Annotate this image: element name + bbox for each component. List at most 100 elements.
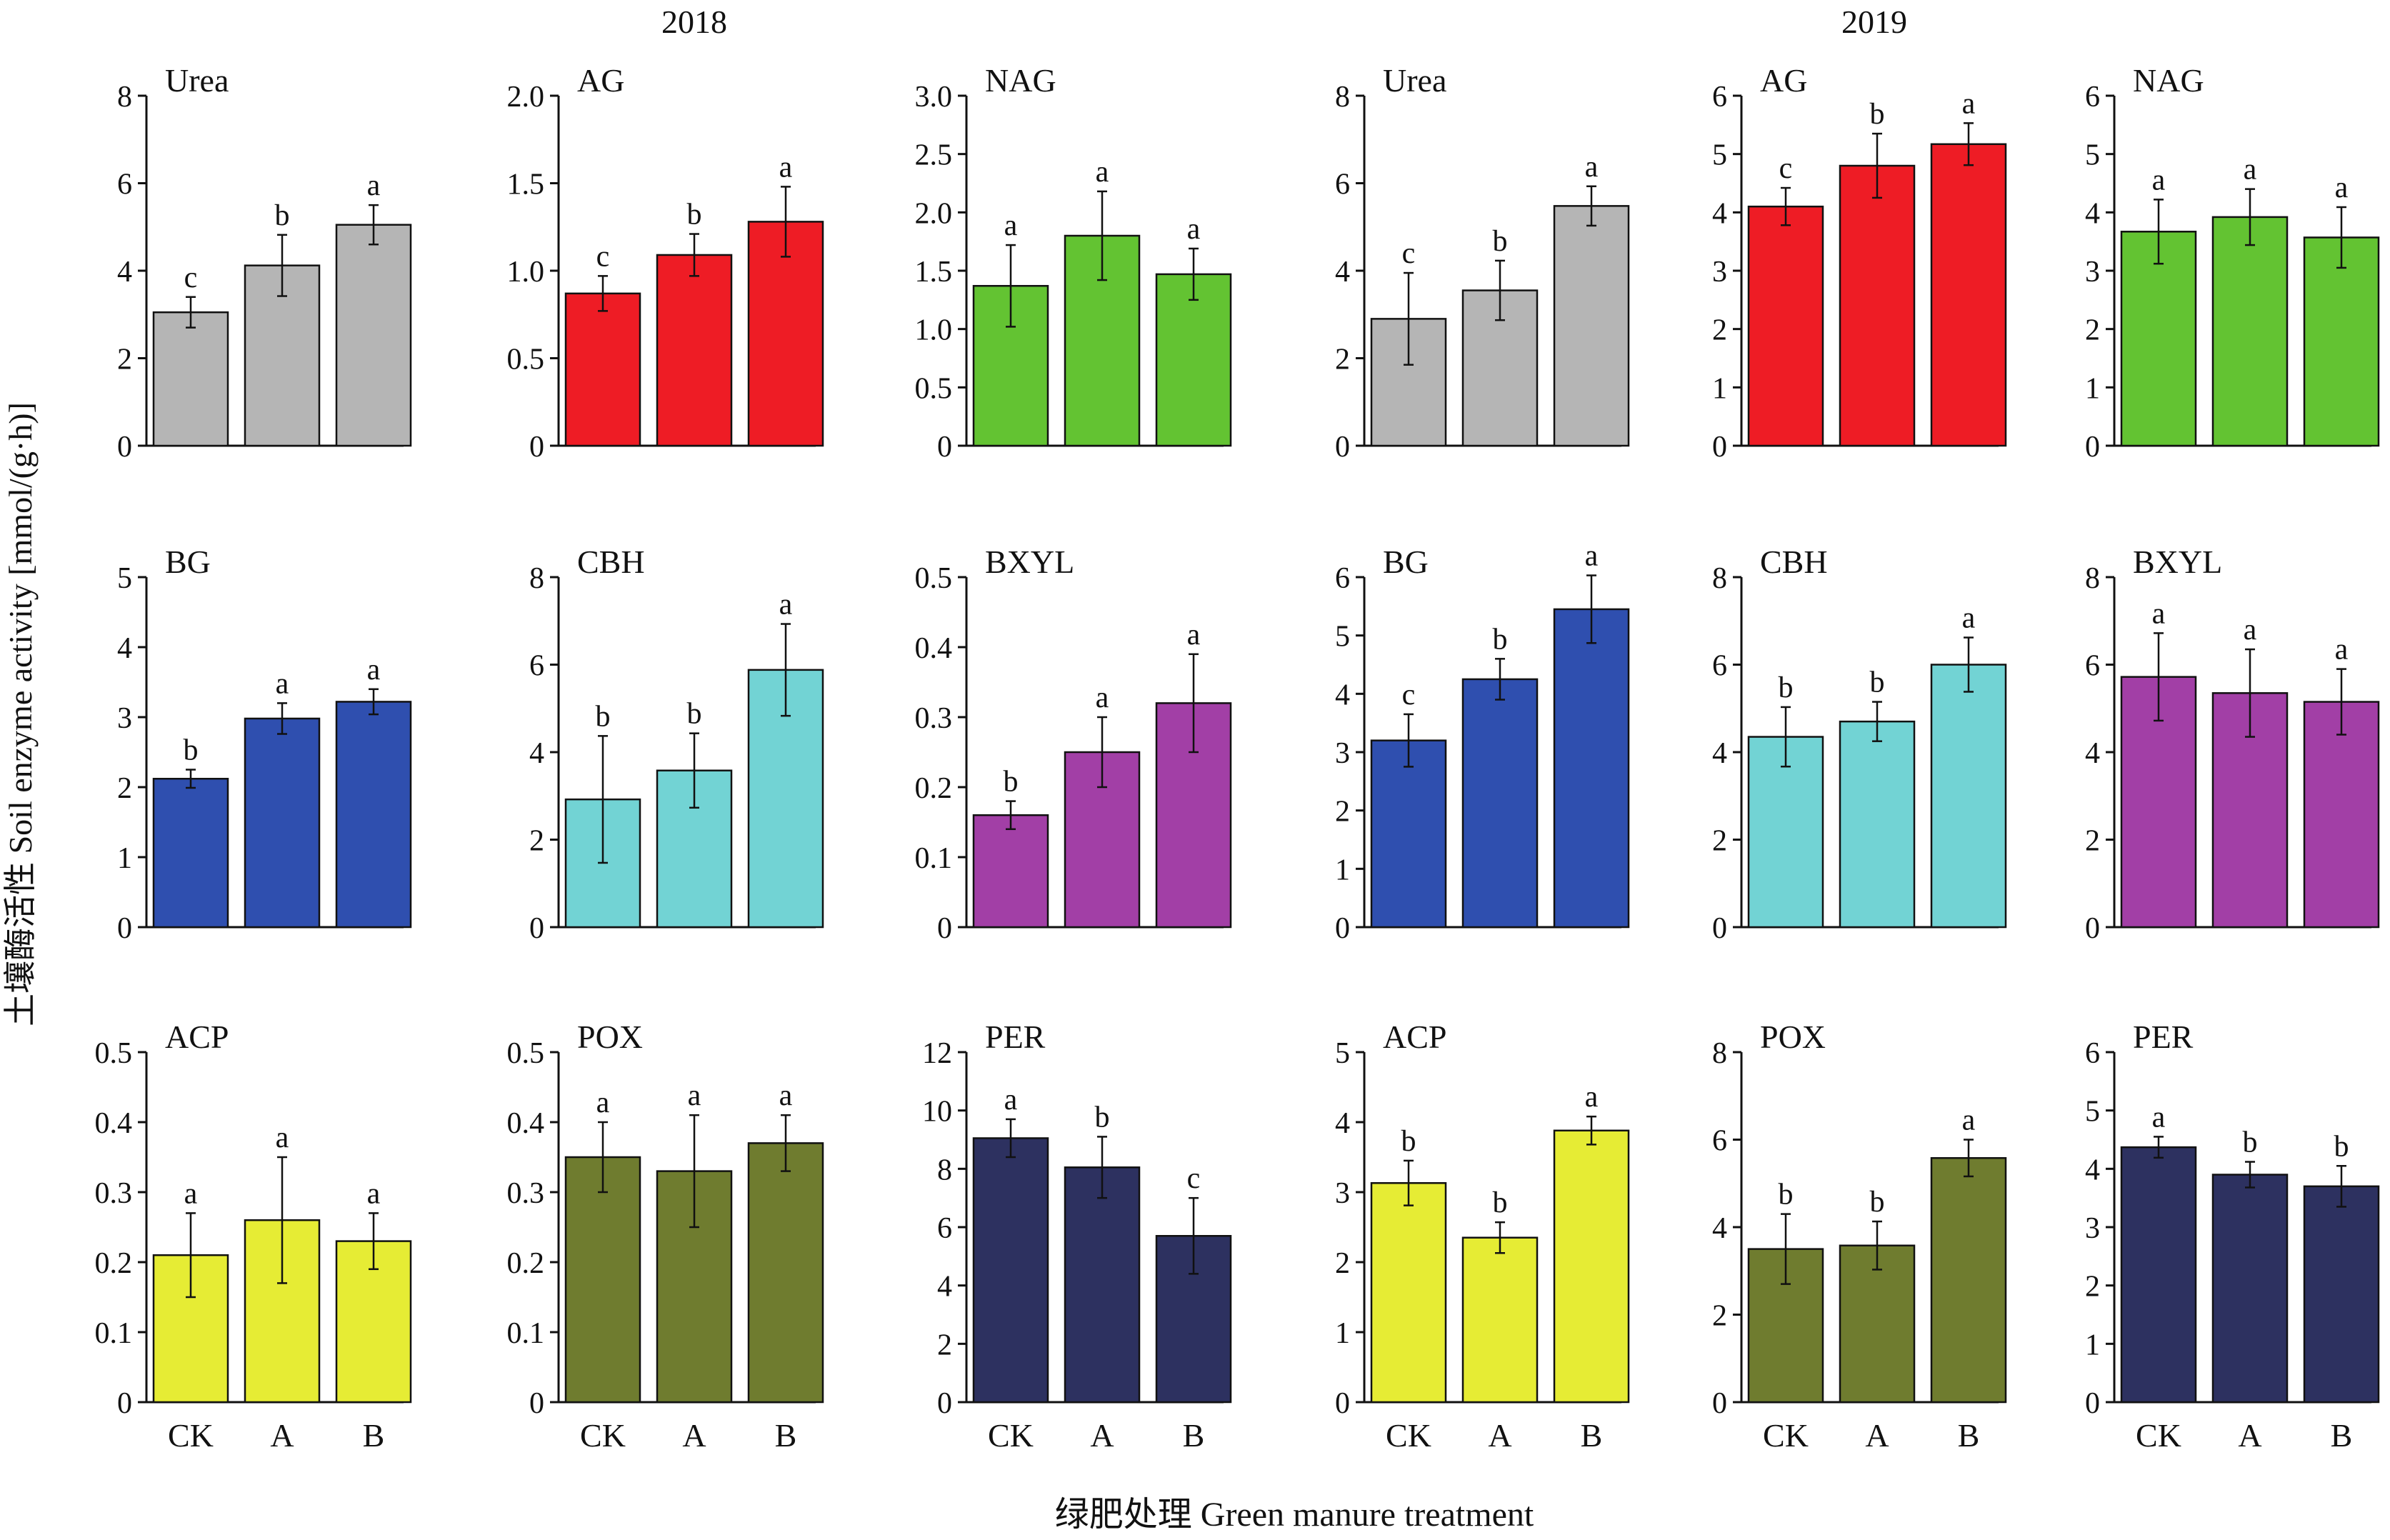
- y-tick-label: 0: [1335, 912, 1350, 945]
- y-tick-label: 8: [2085, 562, 2100, 595]
- significance-letter: a: [2244, 614, 2257, 646]
- significance-letter: b: [1493, 225, 1508, 258]
- y-tick-label: 0: [1712, 431, 1727, 464]
- category-label-ck: CK: [1763, 1417, 1809, 1454]
- y-tick-label: 6: [2085, 81, 2100, 114]
- significance-letter: a: [184, 1177, 198, 1210]
- significance-letter: a: [1004, 209, 1018, 242]
- y-tick-label: 0: [2085, 1387, 2100, 1420]
- y-tick-label: 2: [1712, 1300, 1727, 1333]
- y-tick-label: 2: [937, 1329, 952, 1361]
- panel-title: BXYL: [2133, 544, 2222, 580]
- significance-letter: b: [1779, 1179, 1794, 1211]
- y-tick-label: 0: [1712, 912, 1727, 945]
- y-tick-label: 8: [1712, 1037, 1727, 1070]
- bar-b: [335, 701, 412, 929]
- y-tick-label: 6: [2085, 1037, 2100, 1070]
- bar-ck: [564, 1156, 641, 1404]
- category-label-a: A: [1090, 1417, 1114, 1454]
- bar-a: [2211, 1174, 2289, 1404]
- y-tick-label: 6: [1712, 81, 1727, 114]
- y-tick-label: 4: [1712, 197, 1727, 230]
- category-label-a: A: [2238, 1417, 2261, 1454]
- panel-2018-per: 0 2 4 6 8 10 12 PER a CK b Ac B: [922, 1019, 1232, 1454]
- y-tick-label: 2: [1335, 1247, 1350, 1280]
- panel-title: NAG: [2133, 62, 2204, 99]
- significance-letter: a: [779, 1079, 793, 1112]
- significance-letter: a: [1096, 681, 1109, 714]
- bar-ck: [2120, 231, 2197, 447]
- y-tick-label: 8: [117, 81, 132, 114]
- significance-letter: c: [1187, 1162, 1201, 1195]
- panel-2018-bxyl: 0 0.1 0.2 0.3 0.4 0.5 BXYL b a a: [915, 544, 1232, 945]
- panel-2018-ag: 0 0.5 1.0 1.5 2.0 AG c b a: [507, 62, 824, 464]
- y-tick-label: 0: [529, 431, 544, 464]
- y-tick-label: 0.1: [95, 1317, 133, 1350]
- significance-letter: c: [596, 240, 610, 273]
- bar-b: [2303, 236, 2380, 447]
- y-tick-label: 6: [1712, 1125, 1727, 1158]
- y-tick-label: 4: [529, 737, 544, 770]
- y-tick-label: 2: [2085, 314, 2100, 347]
- bar-b: [747, 1142, 824, 1404]
- category-label-ck: CK: [168, 1417, 214, 1454]
- significance-letter: a: [367, 169, 381, 202]
- panel-title: BXYL: [985, 544, 1074, 580]
- y-tick-label: 0: [529, 912, 544, 945]
- y-tick-label: 1: [2085, 1329, 2100, 1361]
- y-tick-label: 0.4: [507, 1107, 545, 1140]
- category-label-b: B: [363, 1417, 385, 1454]
- category-label-ck: CK: [988, 1417, 1034, 1454]
- bar-ck: [564, 292, 641, 447]
- y-tick-label: 2: [2085, 825, 2100, 858]
- panel-title: CBH: [577, 544, 645, 580]
- panel-2019-acp: 0 1 2 3 4 5 ACP b CK b Aa B: [1335, 1019, 1630, 1454]
- y-tick-label: 0.2: [95, 1247, 133, 1280]
- y-tick-label: 1: [117, 842, 132, 875]
- y-tick-label: 3: [117, 702, 132, 735]
- y-tick-label: 6: [117, 169, 132, 201]
- bar-ck: [972, 1137, 1049, 1404]
- y-tick-label: 0.1: [507, 1317, 545, 1350]
- significance-letter: b: [687, 698, 702, 731]
- significance-letter: a: [2335, 634, 2349, 666]
- panel-title: POX: [577, 1019, 643, 1055]
- y-tick-label: 4: [1335, 256, 1350, 289]
- y-tick-label: 0.5: [507, 344, 545, 376]
- bar-ck: [2120, 1146, 2197, 1404]
- significance-letter: c: [184, 261, 198, 294]
- y-tick-label: 1.0: [507, 256, 545, 289]
- panel-title: PER: [2133, 1019, 2194, 1055]
- bar-b: [1930, 664, 2007, 929]
- significance-letter: a: [2335, 171, 2349, 204]
- y-tick-label: 2.0: [915, 197, 953, 230]
- significance-letter: a: [688, 1079, 701, 1112]
- y-tick-label: 8: [1335, 81, 1350, 114]
- y-tick-label: 3: [1335, 737, 1350, 770]
- y-tick-label: 2: [2085, 1271, 2100, 1304]
- bar-b: [335, 224, 412, 447]
- significance-letter: b: [687, 199, 702, 231]
- panel-2019-bxyl: 0 2 4 6 8 BXYL a a a: [2085, 544, 2380, 945]
- y-tick-label: 3: [1335, 1177, 1350, 1210]
- category-label-b: B: [775, 1417, 797, 1454]
- y-tick-label: 0: [937, 912, 952, 945]
- y-tick-label: 5: [1335, 621, 1350, 654]
- y-tick-label: 12: [922, 1037, 952, 1070]
- panel-title: ACP: [1383, 1019, 1446, 1055]
- y-tick-label: 4: [937, 1271, 952, 1304]
- bar-b: [2303, 701, 2380, 929]
- y-tick-label: 0.5: [915, 562, 953, 595]
- y-tick-label: 0.5: [507, 1037, 545, 1070]
- y-tick-label: 8: [937, 1154, 952, 1186]
- panel-title: AG: [577, 62, 624, 99]
- bar-b: [1553, 205, 1630, 447]
- significance-letter: a: [2152, 597, 2166, 630]
- panel-2018-urea: 0 2 4 6 8 Urea c b a: [117, 62, 412, 464]
- bar-ck: [1370, 739, 1447, 929]
- y-tick-label: 0.4: [915, 632, 953, 665]
- panel-2019-bg: 0 1 2 3 4 5 6 BG c b a: [1335, 540, 1630, 945]
- y-tick-label: 1.5: [915, 256, 953, 289]
- significance-letter: c: [1402, 679, 1416, 711]
- significance-letter: a: [1096, 156, 1109, 189]
